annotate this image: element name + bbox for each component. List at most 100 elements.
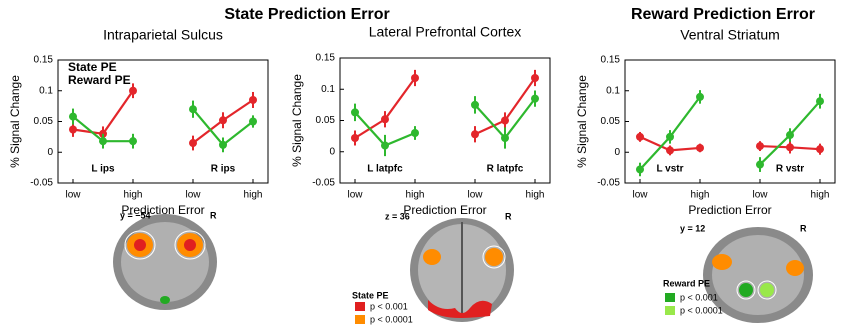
y-tick-label: 0.1 <box>606 85 620 96</box>
slice-label: z = 36 <box>385 211 410 221</box>
legend-label: State PE <box>68 60 117 74</box>
group-label: L ips <box>91 164 115 175</box>
data-point <box>219 116 227 125</box>
data-point <box>471 100 479 109</box>
data-point <box>471 130 479 139</box>
data-point <box>636 132 644 141</box>
side-label: R <box>800 223 807 233</box>
data-point <box>99 137 107 146</box>
x-tick-label: high <box>406 190 425 201</box>
group-label: L vstr <box>656 164 683 175</box>
data-point <box>636 165 644 174</box>
legend-title: State PE <box>352 290 389 300</box>
y-axis-label: % Signal Change <box>290 74 304 167</box>
y-tick-label: -0.05 <box>312 178 335 189</box>
group-label: R latpfc <box>487 164 524 175</box>
y-tick-label: 0.05 <box>316 115 336 126</box>
data-point <box>786 143 794 152</box>
legend-label: p < 0.0001 <box>680 305 723 315</box>
y-tick-label: -0.05 <box>597 178 620 189</box>
data-point <box>219 140 227 149</box>
chart-title: Ventral Striatum <box>680 27 780 43</box>
x-tick-label: low <box>752 190 768 201</box>
y-tick-label: 0.1 <box>321 84 335 95</box>
y-tick-label: 0.05 <box>601 116 621 127</box>
group-label: R ips <box>211 164 236 175</box>
x-tick-label: low <box>185 190 201 201</box>
slice-label: y = 12 <box>680 223 705 233</box>
brain-image <box>410 218 514 322</box>
legend-label: Reward PE <box>68 73 131 87</box>
heading: State Prediction Error <box>224 6 389 23</box>
data-point <box>696 92 704 101</box>
y-tick-label: 0.05 <box>34 116 54 127</box>
legend-swatch <box>665 293 675 302</box>
legend-swatch <box>355 315 365 324</box>
series-line <box>354 77 536 139</box>
legend-swatch <box>665 306 675 315</box>
y-tick-label: 0 <box>614 147 620 158</box>
data-point <box>666 146 674 155</box>
heading: Reward Prediction Error <box>631 6 815 23</box>
data-point <box>531 74 539 82</box>
data-point <box>501 116 509 125</box>
x-tick-label: high <box>811 190 830 201</box>
data-point <box>381 115 389 124</box>
slice-label: y = −54 <box>120 210 151 220</box>
x-axis-label: Prediction Error <box>688 203 771 217</box>
data-point <box>69 125 77 134</box>
legend-title: Reward PE <box>663 278 710 288</box>
data-point <box>189 105 197 114</box>
side-label: R <box>505 211 512 221</box>
data-point <box>411 129 419 137</box>
x-tick-label: low <box>65 190 81 201</box>
data-point <box>129 86 137 95</box>
data-point <box>696 143 704 152</box>
data-point <box>381 141 389 150</box>
brain-image <box>703 227 813 323</box>
data-point <box>816 97 824 106</box>
x-tick-label: high <box>244 190 263 201</box>
group-label: L latpfc <box>367 164 403 175</box>
data-point <box>69 112 77 121</box>
data-point <box>249 95 257 104</box>
data-point <box>189 139 197 148</box>
brain-image <box>113 214 217 310</box>
data-point <box>786 131 794 140</box>
x-axis-label: Prediction Error <box>121 203 204 217</box>
legend-swatch <box>355 302 365 311</box>
y-tick-label: 0 <box>47 147 53 158</box>
data-point <box>411 74 419 82</box>
data-point <box>756 142 764 151</box>
y-axis-label: % Signal Change <box>575 75 589 168</box>
legend-label: p < 0.0001 <box>370 314 413 324</box>
x-tick-label: high <box>526 190 545 201</box>
y-tick-label: 0.15 <box>316 53 336 64</box>
data-point <box>249 117 257 126</box>
x-tick-label: high <box>691 190 710 201</box>
data-point <box>666 132 674 141</box>
group-label: R vstr <box>776 164 804 175</box>
data-point <box>816 145 824 154</box>
legend-label: p < 0.001 <box>680 292 718 302</box>
y-tick-label: 0.15 <box>34 55 54 66</box>
data-point <box>351 134 359 142</box>
chart-title: Intraparietal Sulcus <box>103 27 223 43</box>
y-tick-label: 0.15 <box>601 55 621 66</box>
data-point <box>531 94 539 103</box>
x-axis-label: Prediction Error <box>403 203 486 217</box>
y-tick-label: 0.1 <box>39 85 53 96</box>
data-point <box>501 134 509 142</box>
x-tick-label: low <box>347 190 363 201</box>
data-point <box>129 137 137 146</box>
x-tick-label: high <box>124 190 143 201</box>
x-tick-label: low <box>632 190 648 201</box>
y-tick-label: 0 <box>329 146 335 157</box>
y-axis-label: % Signal Change <box>8 75 22 168</box>
x-tick-label: low <box>467 190 483 201</box>
data-point <box>351 108 359 117</box>
data-point <box>756 160 764 169</box>
y-tick-label: -0.05 <box>30 178 53 189</box>
legend-label: p < 0.001 <box>370 301 408 311</box>
